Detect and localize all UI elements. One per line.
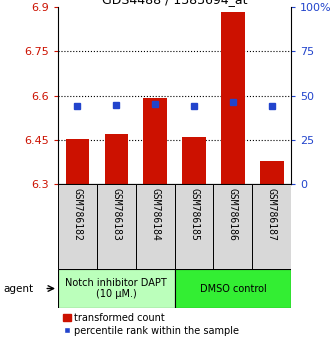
Text: DMSO control: DMSO control (200, 284, 266, 293)
Bar (136, 184, 174, 269)
Bar (105, 134, 128, 184)
Text: GSM786185: GSM786185 (189, 188, 199, 241)
Text: GSM786187: GSM786187 (267, 188, 277, 241)
Bar (182, 137, 206, 184)
Bar (252, 184, 291, 269)
Text: GSM786184: GSM786184 (150, 188, 160, 241)
Text: GSM786183: GSM786183 (111, 188, 121, 241)
Text: Notch inhibitor DAPT
(10 μM.): Notch inhibitor DAPT (10 μM.) (66, 278, 167, 299)
Bar (58, 269, 174, 308)
Bar (58, 184, 97, 269)
Bar (66, 139, 89, 184)
Bar (260, 161, 283, 184)
Legend: transformed count, percentile rank within the sample: transformed count, percentile rank withi… (63, 313, 239, 336)
Text: GSM786186: GSM786186 (228, 188, 238, 241)
Bar (221, 12, 245, 184)
Text: GSM786182: GSM786182 (72, 188, 82, 241)
Bar (97, 184, 136, 269)
Bar (143, 98, 167, 184)
Text: agent: agent (3, 284, 33, 293)
Bar (174, 269, 291, 308)
Bar (213, 184, 252, 269)
Title: GDS4488 / 1383694_at: GDS4488 / 1383694_at (102, 0, 247, 6)
Bar (174, 184, 213, 269)
